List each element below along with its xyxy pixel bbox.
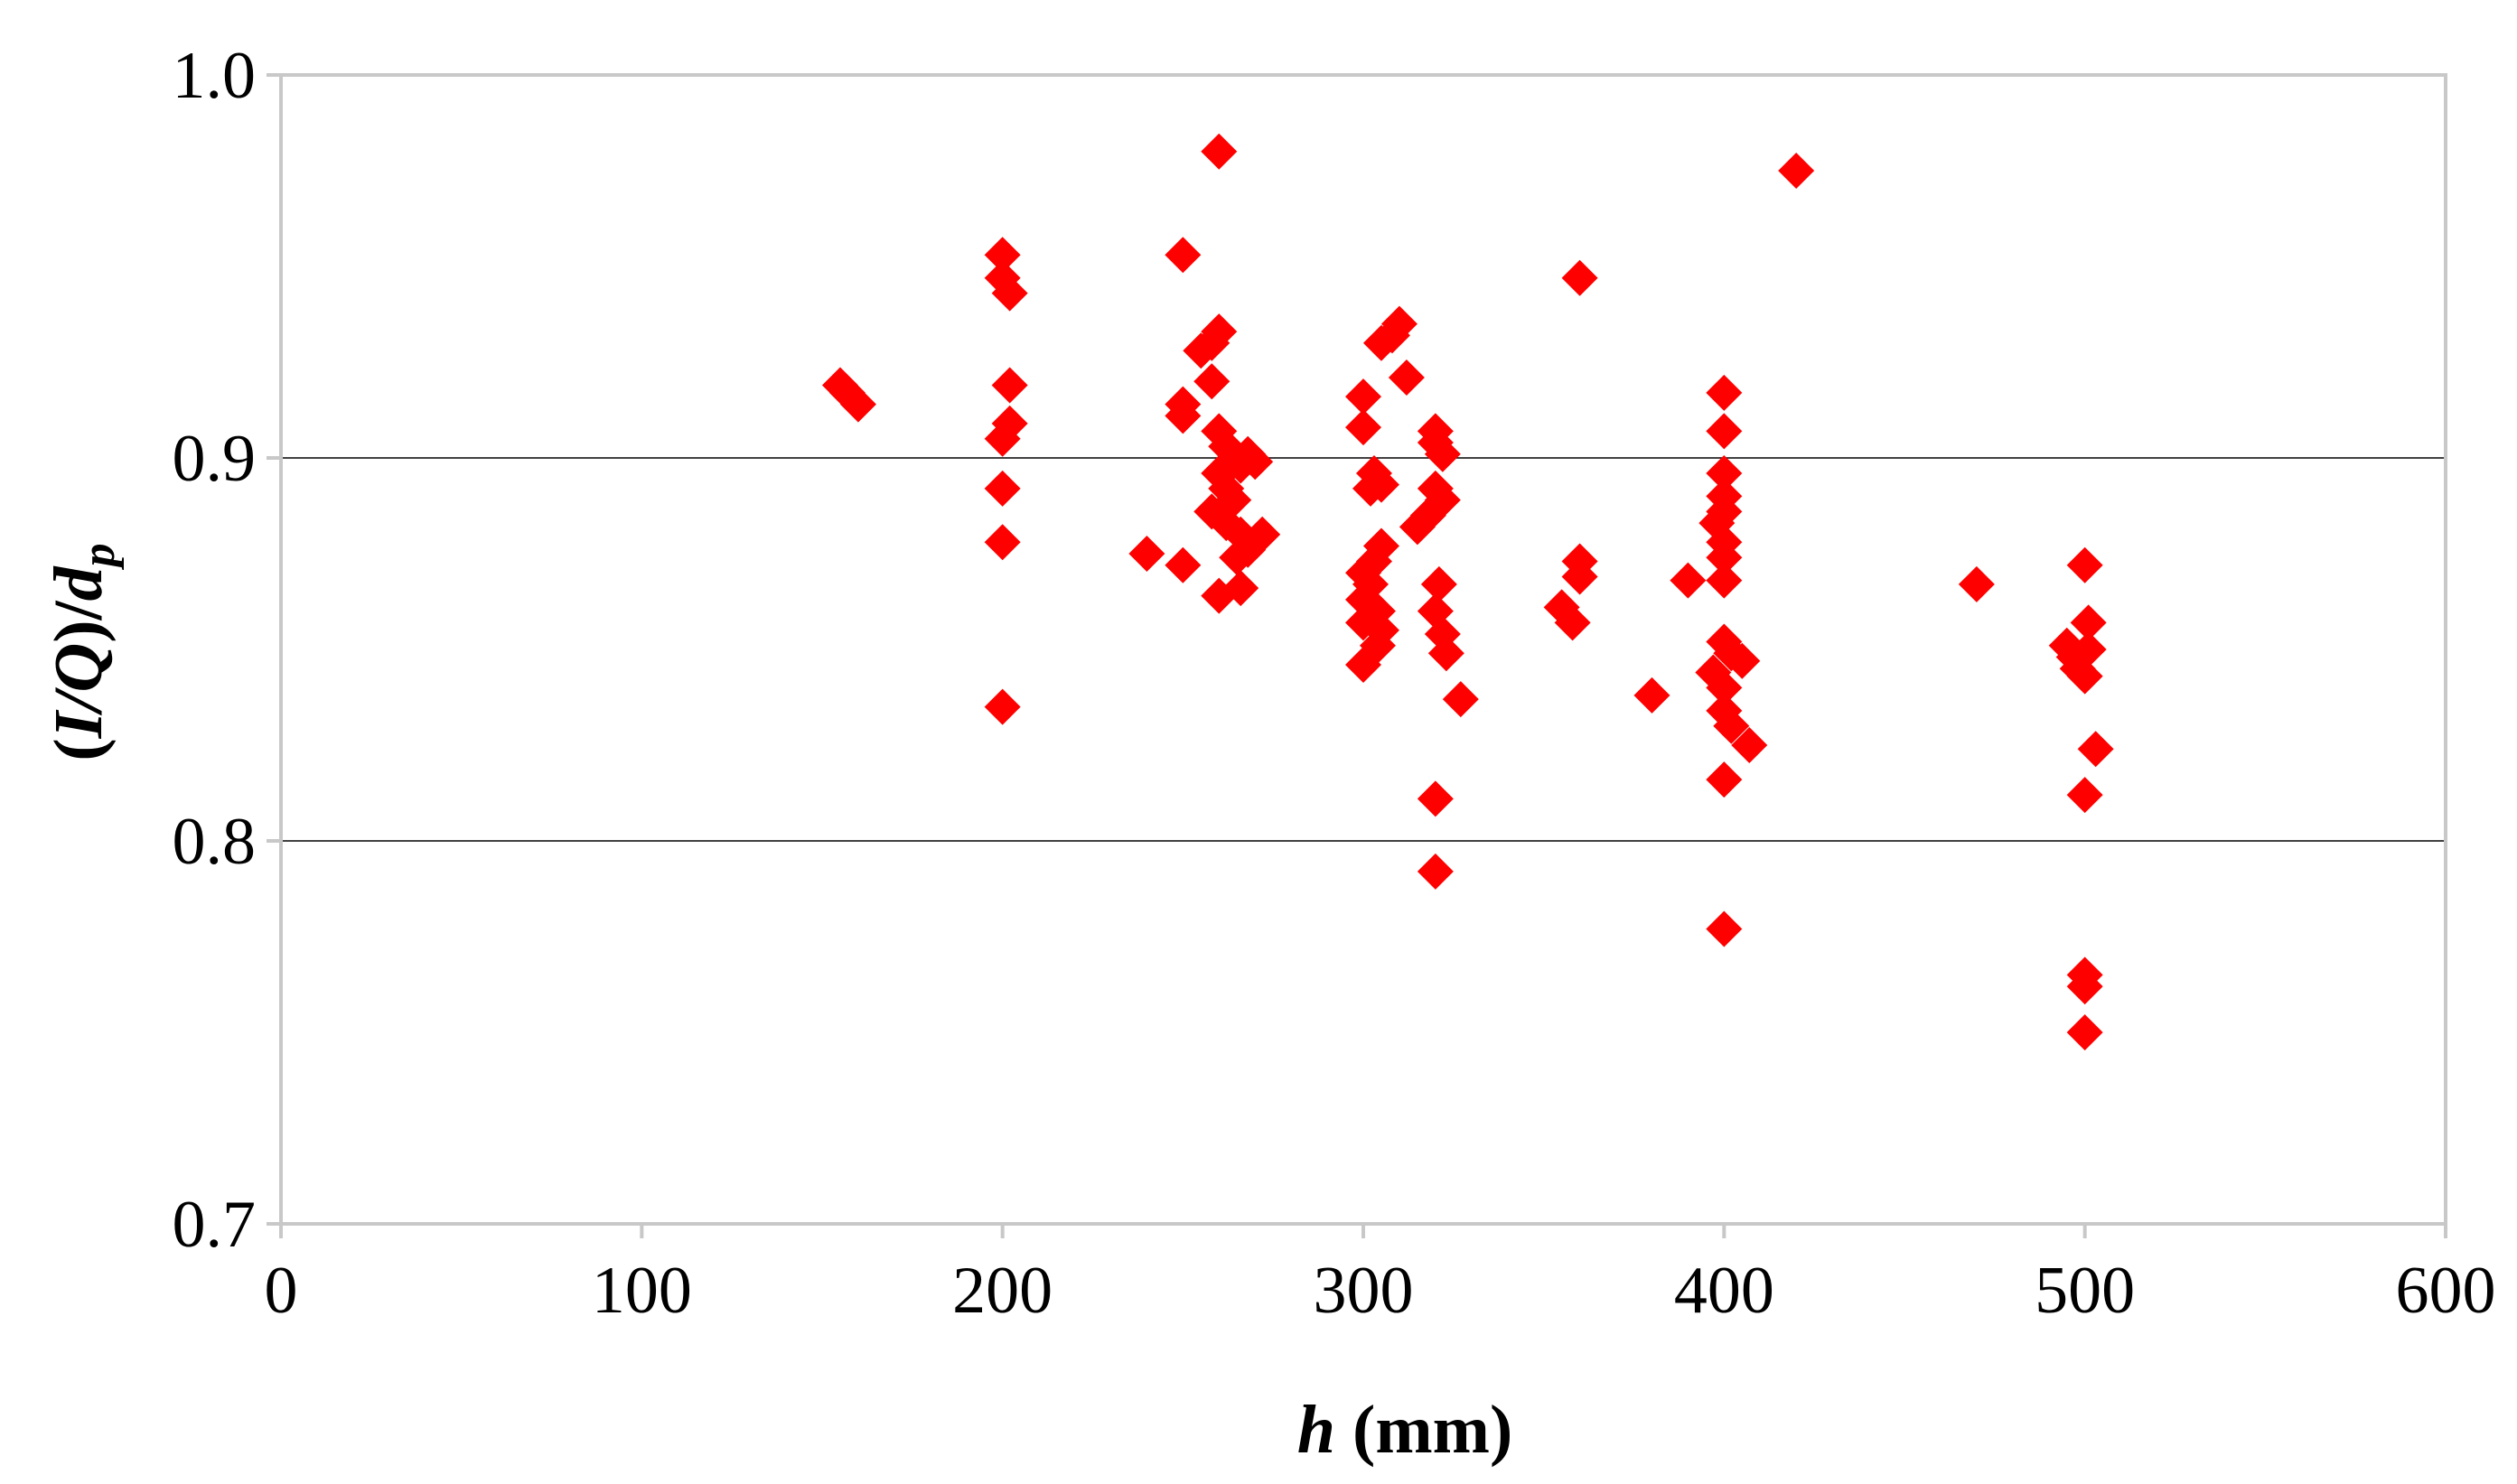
y-axis-title-d: d — [41, 565, 117, 601]
y-axis-title-close: )/ — [41, 600, 117, 642]
data-point — [1706, 539, 1743, 576]
y-axis-title-open: ( — [41, 738, 117, 761]
data-point — [1417, 780, 1454, 817]
data-point — [1424, 435, 1461, 472]
gridlines — [281, 457, 2446, 842]
y-axis-title-subscript: p — [73, 543, 125, 570]
x-axis-title: h (mm) — [1297, 1392, 1513, 1468]
data-point — [1417, 853, 1454, 890]
data-point — [839, 386, 876, 423]
data-point — [984, 420, 1021, 457]
data-point — [1561, 259, 1598, 296]
data-point — [1706, 562, 1743, 599]
x-tick-label: 100 — [592, 1254, 692, 1328]
x-axis-title-unit: (mm) — [1335, 1392, 1512, 1468]
data-point — [1561, 558, 1598, 595]
data-point — [1554, 604, 1591, 641]
data-point — [1201, 313, 1238, 350]
data-point — [1345, 646, 1381, 683]
data-point — [1380, 305, 1418, 342]
x-axis-title-variable: h — [1297, 1392, 1335, 1468]
data-point — [1633, 677, 1670, 714]
y-axis-title: (I/Q)/dp — [41, 543, 125, 761]
data-point — [1165, 397, 1202, 434]
x-tick-label: 600 — [2396, 1254, 2496, 1328]
data-point — [984, 688, 1021, 725]
y-tick-label: 0.8 — [173, 805, 257, 879]
y-tick-label: 0.9 — [173, 422, 257, 496]
data-point — [1706, 454, 1743, 491]
data-point — [1706, 374, 1743, 411]
data-point — [1201, 133, 1238, 170]
data-point — [1713, 707, 1750, 744]
data-point — [1420, 565, 1457, 602]
data-point — [1706, 669, 1743, 706]
data-point — [1442, 681, 1479, 718]
x-tick-label: 400 — [1674, 1254, 1774, 1328]
data-point — [2066, 658, 2103, 695]
data-point — [1345, 378, 1381, 415]
data-point — [984, 470, 1021, 507]
data-point — [2066, 777, 2103, 814]
data-point — [2077, 731, 2114, 768]
data-point — [2066, 968, 2103, 1005]
y-tick-label: 1.0 — [173, 39, 257, 113]
data-point — [1165, 237, 1202, 274]
data-point — [1424, 481, 1461, 518]
data-point — [1778, 153, 1815, 189]
data-points — [821, 133, 2114, 1050]
data-point — [1208, 428, 1245, 465]
data-point — [991, 367, 1028, 404]
data-point — [1128, 536, 1165, 572]
x-tick-label: 200 — [952, 1254, 1053, 1328]
data-point — [2070, 604, 2107, 641]
y-axis-title-ratio: I/Q — [41, 643, 117, 740]
data-point — [1193, 363, 1230, 400]
y-axis-ticks: 0.7 0.8 0.9 1.0 — [173, 39, 281, 1262]
x-tick-label: 300 — [1314, 1254, 1414, 1328]
data-point — [1345, 409, 1381, 446]
data-point — [1706, 910, 1743, 947]
data-point — [1427, 635, 1464, 672]
data-point — [984, 524, 1021, 561]
data-point — [1244, 516, 1281, 553]
data-point — [1388, 359, 1425, 396]
data-point — [1670, 562, 1707, 599]
data-point — [2070, 631, 2107, 667]
data-point — [1958, 565, 1995, 602]
data-point — [991, 275, 1028, 312]
data-point — [1165, 546, 1202, 583]
data-point — [1237, 443, 1274, 481]
data-point — [2066, 1014, 2103, 1050]
x-tick-label: 0 — [265, 1254, 298, 1328]
data-point — [1222, 570, 1259, 607]
data-point — [1706, 413, 1743, 450]
data-point — [1724, 642, 1761, 679]
data-point — [984, 237, 1021, 274]
x-tick-label: 500 — [2035, 1254, 2135, 1328]
y-tick-label: 0.7 — [173, 1188, 257, 1262]
data-point — [1219, 539, 1256, 576]
x-axis-ticks: 0 100 200 300 400 500 600 — [265, 1224, 2496, 1328]
data-point — [2066, 546, 2103, 583]
data-point — [1706, 761, 1743, 798]
data-point — [1731, 727, 1768, 763]
data-point — [1352, 470, 1389, 507]
